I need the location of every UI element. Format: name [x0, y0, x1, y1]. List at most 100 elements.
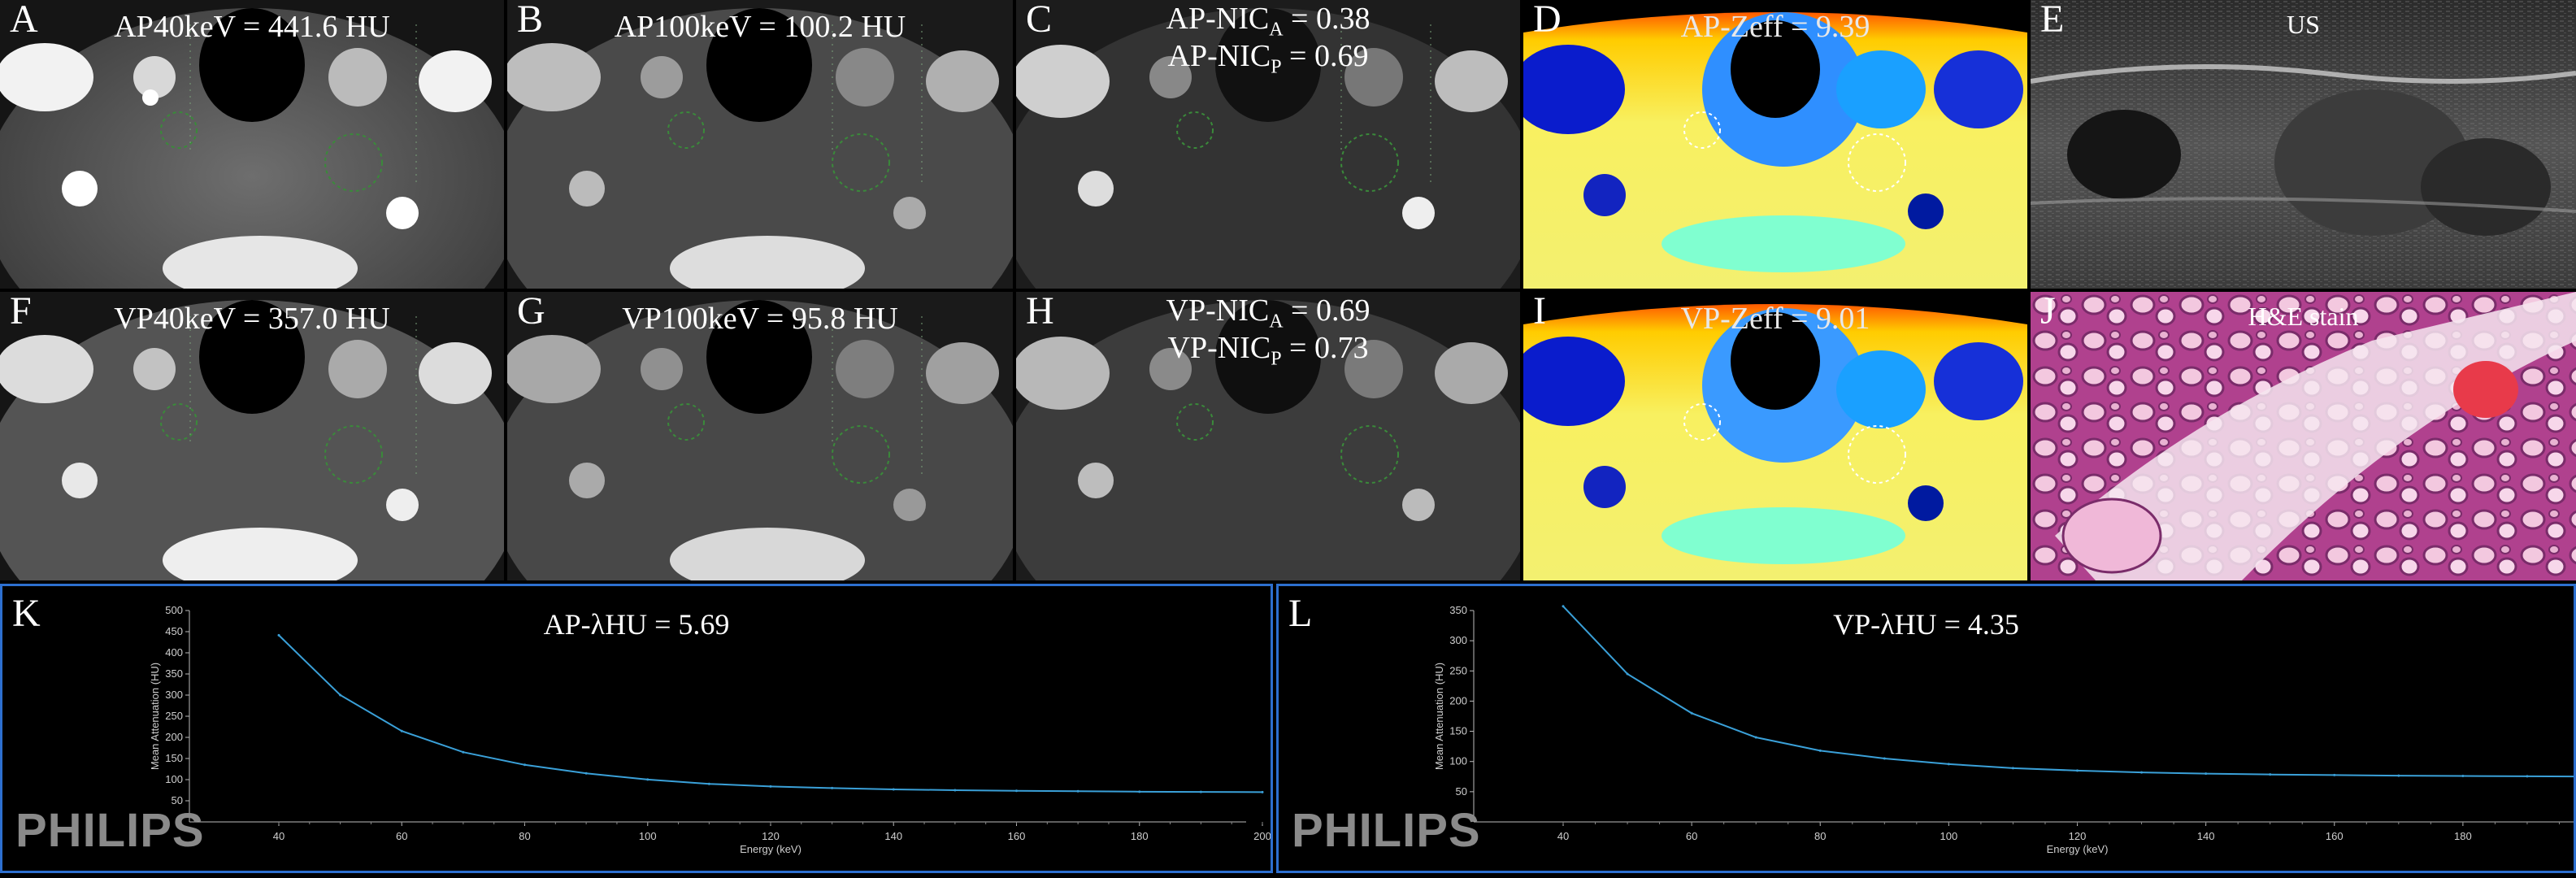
hu-curve-point — [1076, 789, 1079, 793]
panel-title: VP100keV = 95.8 HU — [622, 302, 898, 336]
hu-curve-point — [2333, 773, 2336, 776]
y-tick-label: 350 — [165, 667, 183, 680]
hu-curve-point — [1690, 711, 1693, 715]
ct-image — [1016, 0, 1520, 289]
panel-label: E — [2040, 0, 2065, 41]
hu-curve-point — [400, 729, 403, 732]
ct-image — [1016, 292, 1520, 580]
panel-label: K — [12, 592, 41, 635]
chart-title: VP-λHU = 4.35 — [1833, 608, 2019, 641]
ultrasound-image — [2031, 0, 2576, 289]
y-tick-label: 50 — [1456, 785, 1467, 798]
panel-label: L — [1288, 592, 1313, 635]
y-tick-label: 200 — [1449, 694, 1467, 706]
panel-label: A — [10, 0, 38, 41]
hu-curve-point — [646, 778, 649, 781]
hu-curve-point — [462, 750, 465, 754]
y-axis-title: Mean Attenuation (HU) — [149, 663, 161, 770]
hu-curve-point — [892, 788, 895, 791]
panel-title: VP-Zeff = 9.01 — [1680, 302, 1870, 336]
nic-a-line: VP-NICA = 0.69 — [1166, 293, 1371, 333]
x-tick-label: 60 — [1686, 830, 1697, 842]
hu-curve-point — [2205, 772, 2208, 776]
x-axis-title: Energy (keV) — [740, 843, 801, 855]
y-tick-label: 50 — [172, 794, 183, 806]
x-tick-label: 180 — [1131, 830, 1149, 842]
ct-image — [0, 0, 504, 289]
y-tick-label: 100 — [165, 773, 183, 785]
panel-title: H&E stain — [2248, 302, 2359, 331]
panel-f-ct-40kev-venous: F VP40keV = 357.0 HU — [0, 292, 504, 580]
x-tick-label: 120 — [2069, 830, 2087, 842]
y-tick-label: 350 — [1449, 604, 1467, 616]
x-tick-label: 60 — [396, 830, 407, 842]
hu-curve-point — [339, 693, 342, 697]
hu-curve-point — [1947, 763, 1950, 766]
panel-label: H — [1026, 292, 1054, 333]
zeff-map — [1523, 0, 2027, 289]
y-axis-title: Mean Attenuation (HU) — [1433, 663, 1445, 770]
spectral-curve-chart: 50 100 150 200 250 300 350 400 450 500 40 60 80 100 12… — [149, 604, 1271, 855]
hu-curve-point — [523, 763, 526, 767]
panel-j-histology: J H&E stain — [2031, 292, 2576, 580]
hu-curve-point — [2526, 775, 2529, 778]
nic-p-line: VP-NICP = 0.73 — [1167, 330, 1369, 370]
x-tick-label: 180 — [2454, 830, 2472, 842]
hu-curve-point — [1562, 605, 1565, 608]
x-tick-label: 80 — [519, 830, 530, 842]
philips-logo: PHILIPS — [15, 804, 205, 857]
x-tick-label: 100 — [1940, 830, 1958, 842]
panel-title: AP-Zeff = 9.39 — [1680, 10, 1870, 44]
x-tick-label: 200 — [1253, 830, 1271, 842]
hu-curve-point — [277, 633, 280, 637]
x-tick-label: 40 — [273, 830, 285, 842]
panel-l-spectral-curve-venous: 50 100 150 200 250 300 350 40 60 80 100 120 140 160 18… — [1276, 584, 2576, 873]
panel-label: D — [1533, 0, 1562, 41]
hu-curve-point — [1818, 749, 1822, 752]
hu-curve-point — [954, 789, 957, 792]
hu-curve-point — [831, 786, 834, 789]
panel-title: AP-NICA = 0.38 AP-NICP = 0.69 — [1016, 2, 1520, 78]
panel-label: F — [10, 292, 32, 333]
y-tick-label: 400 — [165, 646, 183, 658]
y-tick-label: 250 — [165, 710, 183, 722]
nic-p-line: AP-NICP = 0.69 — [1167, 38, 1369, 78]
panel-label: C — [1026, 0, 1053, 41]
y-tick-label: 500 — [165, 604, 183, 616]
philips-logo: PHILIPS — [1292, 804, 1481, 857]
y-tick-label: 100 — [1449, 755, 1467, 767]
x-tick-label: 140 — [2197, 830, 2215, 842]
panel-i-zeff-venous: I VP-Zeff = 9.01 — [1523, 292, 2027, 580]
panel-label: G — [517, 292, 545, 333]
hu-curve-point — [2269, 773, 2272, 776]
x-tick-label: 100 — [639, 830, 657, 842]
hu-curve-point — [2461, 775, 2465, 778]
y-tick-label: 200 — [165, 731, 183, 743]
panel-c-nic-arterial: C AP-NICA = 0.38 AP-NICP = 0.69 — [1016, 0, 1520, 289]
x-tick-label: 80 — [1814, 830, 1826, 842]
hu-curve-point — [2011, 767, 2014, 770]
y-tick-label: 150 — [165, 752, 183, 764]
x-tick-label: 140 — [884, 830, 902, 842]
x-tick-label: 40 — [1557, 830, 1569, 842]
y-tick-label: 300 — [165, 689, 183, 701]
panel-label: J — [2040, 292, 2056, 333]
nic-a-line: AP-NICA = 0.38 — [1166, 2, 1371, 41]
hu-curve-point — [2397, 774, 2400, 777]
panel-title: VP40keV = 357.0 HU — [114, 302, 390, 336]
y-tick-label: 250 — [1449, 664, 1467, 676]
y-tick-label: 150 — [1449, 725, 1467, 737]
panel-label: B — [517, 0, 544, 41]
panel-e-ultrasound: E US — [2031, 0, 2576, 289]
panel-g-ct-100kev-venous: G VP100keV = 95.8 HU — [507, 292, 1013, 580]
ct-image — [507, 0, 1013, 289]
panel-b-ct-100kev-arterial: B AP100keV = 100.2 HU — [507, 0, 1013, 289]
panel-title: AP40keV = 441.6 HU — [114, 10, 390, 44]
hu-curve-point — [584, 772, 588, 775]
y-tick-label: 450 — [165, 625, 183, 637]
panel-title: VP-NICA = 0.69 VP-NICP = 0.73 — [1016, 293, 1520, 370]
hu-curve-point — [1261, 790, 1264, 793]
hu-curve-point — [1626, 672, 1629, 676]
zeff-map — [1523, 292, 2027, 580]
hu-curve-point — [769, 785, 772, 788]
